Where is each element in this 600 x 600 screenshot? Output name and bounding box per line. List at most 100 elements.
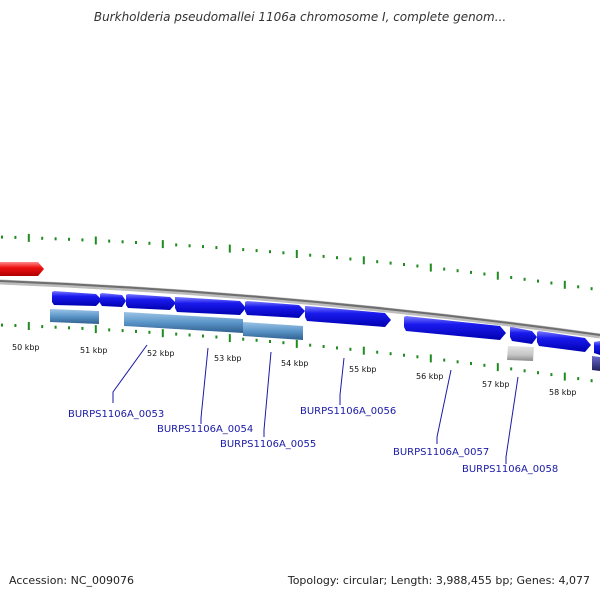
scale-tick-minor bbox=[510, 367, 513, 371]
gene-arrow[interactable] bbox=[404, 316, 506, 340]
scale-tick-minor bbox=[403, 353, 405, 357]
scale-tick-minor bbox=[282, 251, 285, 255]
scale-tick-minor bbox=[148, 330, 151, 334]
genome-title: Burkholderia pseudomallei 1106a chromoso… bbox=[93, 10, 507, 24]
gene-label-0056[interactable]: BURPS1106A_0056 bbox=[300, 406, 396, 417]
scale-tick-minor bbox=[416, 355, 419, 359]
kbp-label: 50 kbp bbox=[12, 343, 40, 352]
feature-gray[interactable] bbox=[507, 346, 534, 361]
scale-tick-minor bbox=[188, 333, 191, 337]
gene-block[interactable] bbox=[124, 312, 243, 333]
scale-tick-minor bbox=[175, 243, 178, 247]
scale-tick-minor bbox=[577, 285, 580, 289]
scale-tick-minor bbox=[175, 332, 178, 336]
gene-labels: BURPS1106A_0053 BURPS1106A_0054 BURPS110… bbox=[68, 406, 558, 475]
scale-tick-major bbox=[27, 233, 30, 242]
gene-label-0057[interactable]: BURPS1106A_0057 bbox=[393, 447, 489, 458]
scale-tick-major bbox=[563, 372, 566, 381]
gene-arrow[interactable] bbox=[537, 331, 591, 352]
scale-tick-minor bbox=[322, 345, 325, 348]
gene-arrow[interactable] bbox=[100, 293, 126, 307]
gene-block[interactable] bbox=[50, 309, 99, 324]
feature-red[interactable] bbox=[0, 262, 44, 276]
scale-tick-major bbox=[228, 334, 231, 343]
gene-arrow[interactable] bbox=[175, 297, 246, 315]
scale-tick-minor bbox=[416, 264, 419, 268]
scale-tick-minor bbox=[523, 277, 526, 281]
scale-tick-minor bbox=[255, 338, 258, 342]
scale-tick-minor bbox=[135, 241, 137, 244]
scale-tick-minor bbox=[41, 236, 44, 240]
scale-tick-minor bbox=[242, 337, 245, 341]
chromosome-line bbox=[0, 280, 600, 336]
scale-tick-minor bbox=[54, 325, 57, 329]
scale-tick-major bbox=[295, 250, 298, 258]
scale-tick-minor bbox=[483, 272, 486, 276]
scale-tick-major bbox=[496, 363, 499, 372]
scale-tick-minor bbox=[470, 270, 472, 274]
scale-tick-minor bbox=[590, 379, 593, 383]
gene-arrow[interactable] bbox=[510, 327, 537, 344]
scale-tick-minor bbox=[523, 369, 526, 373]
scale-tick-minor bbox=[470, 362, 472, 365]
gene-arrow[interactable] bbox=[245, 301, 305, 318]
gene-leader-lines bbox=[112, 344, 519, 464]
scale-tick-minor bbox=[443, 267, 446, 271]
gene-arrow[interactable] bbox=[594, 341, 600, 355]
scale-tick-minor bbox=[550, 281, 553, 285]
scale-tick-minor bbox=[121, 329, 124, 333]
scale-tick-minor bbox=[81, 238, 84, 242]
scale-tick-minor bbox=[1, 235, 3, 239]
scale-tick-minor bbox=[121, 240, 124, 244]
scale-tick-minor bbox=[349, 257, 352, 261]
reverse-genes bbox=[50, 309, 600, 371]
kbp-label: 56 kbp bbox=[416, 372, 444, 381]
scale-tick-minor bbox=[550, 373, 553, 377]
kbp-label: 51 kbp bbox=[80, 346, 108, 355]
gene-label-0058[interactable]: BURPS1106A_0058 bbox=[462, 464, 558, 475]
scale-tick-major bbox=[94, 236, 97, 245]
scale-tick-minor bbox=[336, 346, 338, 350]
forward-genes bbox=[52, 291, 600, 355]
scale-tick-minor bbox=[14, 324, 17, 327]
scale-tick-minor bbox=[577, 377, 580, 381]
scale-tick-minor bbox=[188, 244, 191, 248]
scale-tick-minor bbox=[68, 326, 70, 330]
kbp-label: 52 kbp bbox=[147, 349, 175, 358]
scale-tick-minor bbox=[269, 340, 271, 343]
gene-arrow[interactable] bbox=[52, 291, 102, 306]
scale-tick-minor bbox=[242, 248, 245, 252]
scale-tick-major bbox=[161, 240, 164, 249]
scale-tick-major bbox=[429, 263, 432, 272]
gene-block[interactable] bbox=[243, 322, 303, 340]
chromosome-track bbox=[0, 279, 600, 339]
gene-arrow[interactable] bbox=[126, 294, 176, 310]
kbp-label: 55 kbp bbox=[349, 365, 377, 374]
scale-tick-minor bbox=[537, 371, 539, 375]
gene-label-0053[interactable]: BURPS1106A_0053 bbox=[68, 409, 164, 420]
scale-tick-minor bbox=[282, 341, 285, 345]
scale-tick-major bbox=[94, 325, 97, 334]
gene-arrow[interactable] bbox=[305, 306, 391, 327]
scale-tick-minor bbox=[1, 323, 3, 327]
scale-tick-minor bbox=[215, 246, 218, 250]
scale-tick-minor bbox=[456, 269, 459, 273]
scale-tick-minor bbox=[148, 241, 151, 245]
gene-label-0055[interactable]: BURPS1106A_0055 bbox=[220, 439, 316, 450]
scale-tick-major bbox=[563, 280, 566, 289]
scale-tick-minor bbox=[309, 253, 312, 257]
scale-tick-minor bbox=[81, 326, 84, 330]
gene-label-0054[interactable]: BURPS1106A_0054 bbox=[157, 424, 253, 435]
scale-tick-major bbox=[228, 244, 231, 253]
scale-tick-minor bbox=[215, 335, 218, 339]
scale-tick-minor bbox=[322, 254, 325, 258]
kbp-labels: 50 kbp 51 kbp 52 kbp 53 kbp 54 kbp 55 kb… bbox=[12, 343, 577, 397]
genome-stats-text: Topology: circular; Length: 3,988,455 bp… bbox=[287, 574, 590, 587]
scale-tick-minor bbox=[68, 237, 70, 241]
scale-tick-major bbox=[295, 339, 298, 348]
scale-tick-minor bbox=[135, 329, 137, 333]
scale-tick-minor bbox=[403, 263, 405, 266]
scale-tick-minor bbox=[483, 363, 486, 367]
feature-navy[interactable] bbox=[592, 356, 600, 371]
